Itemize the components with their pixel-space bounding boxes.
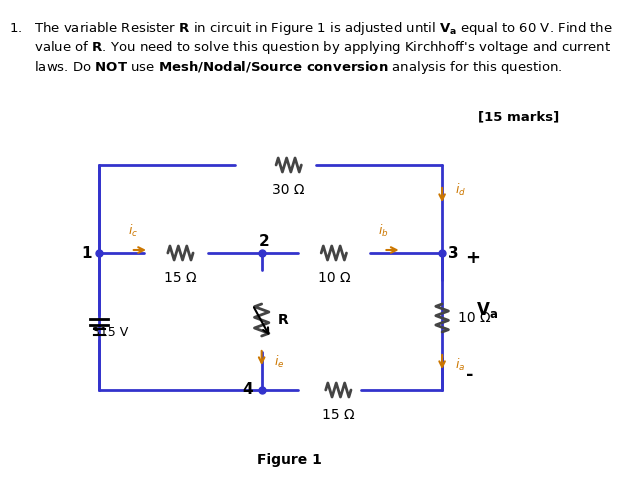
Text: 10 Ω: 10 Ω — [458, 311, 491, 325]
Text: $i_b$: $i_b$ — [378, 223, 389, 239]
Text: 1.   The variable Resister $\mathbf{R}$ in circuit in Figure 1 is adjusted until: 1. The variable Resister $\mathbf{R}$ in… — [9, 20, 613, 76]
Text: +: + — [466, 249, 480, 267]
Text: Figure 1: Figure 1 — [257, 453, 322, 467]
Text: 315 V: 315 V — [92, 326, 129, 340]
Text: 30 Ω: 30 Ω — [273, 183, 305, 197]
Text: R: R — [278, 313, 289, 327]
Text: 10 Ω: 10 Ω — [318, 271, 350, 285]
Text: $i_e$: $i_e$ — [275, 354, 285, 370]
Text: 4: 4 — [243, 383, 253, 397]
Text: $\mathbf{V_a}$: $\mathbf{V_a}$ — [476, 300, 498, 320]
Text: [15 marks]: [15 marks] — [478, 110, 559, 123]
Text: 1: 1 — [82, 246, 92, 260]
Text: 15 Ω: 15 Ω — [322, 408, 355, 422]
Text: $i_d$: $i_d$ — [455, 182, 466, 198]
Text: 3: 3 — [448, 246, 458, 260]
Text: $i_a$: $i_a$ — [455, 357, 465, 373]
Text: $i_c$: $i_c$ — [129, 223, 139, 239]
Text: -: - — [466, 366, 473, 384]
Text: 2: 2 — [259, 234, 270, 248]
Text: 15 Ω: 15 Ω — [164, 271, 197, 285]
